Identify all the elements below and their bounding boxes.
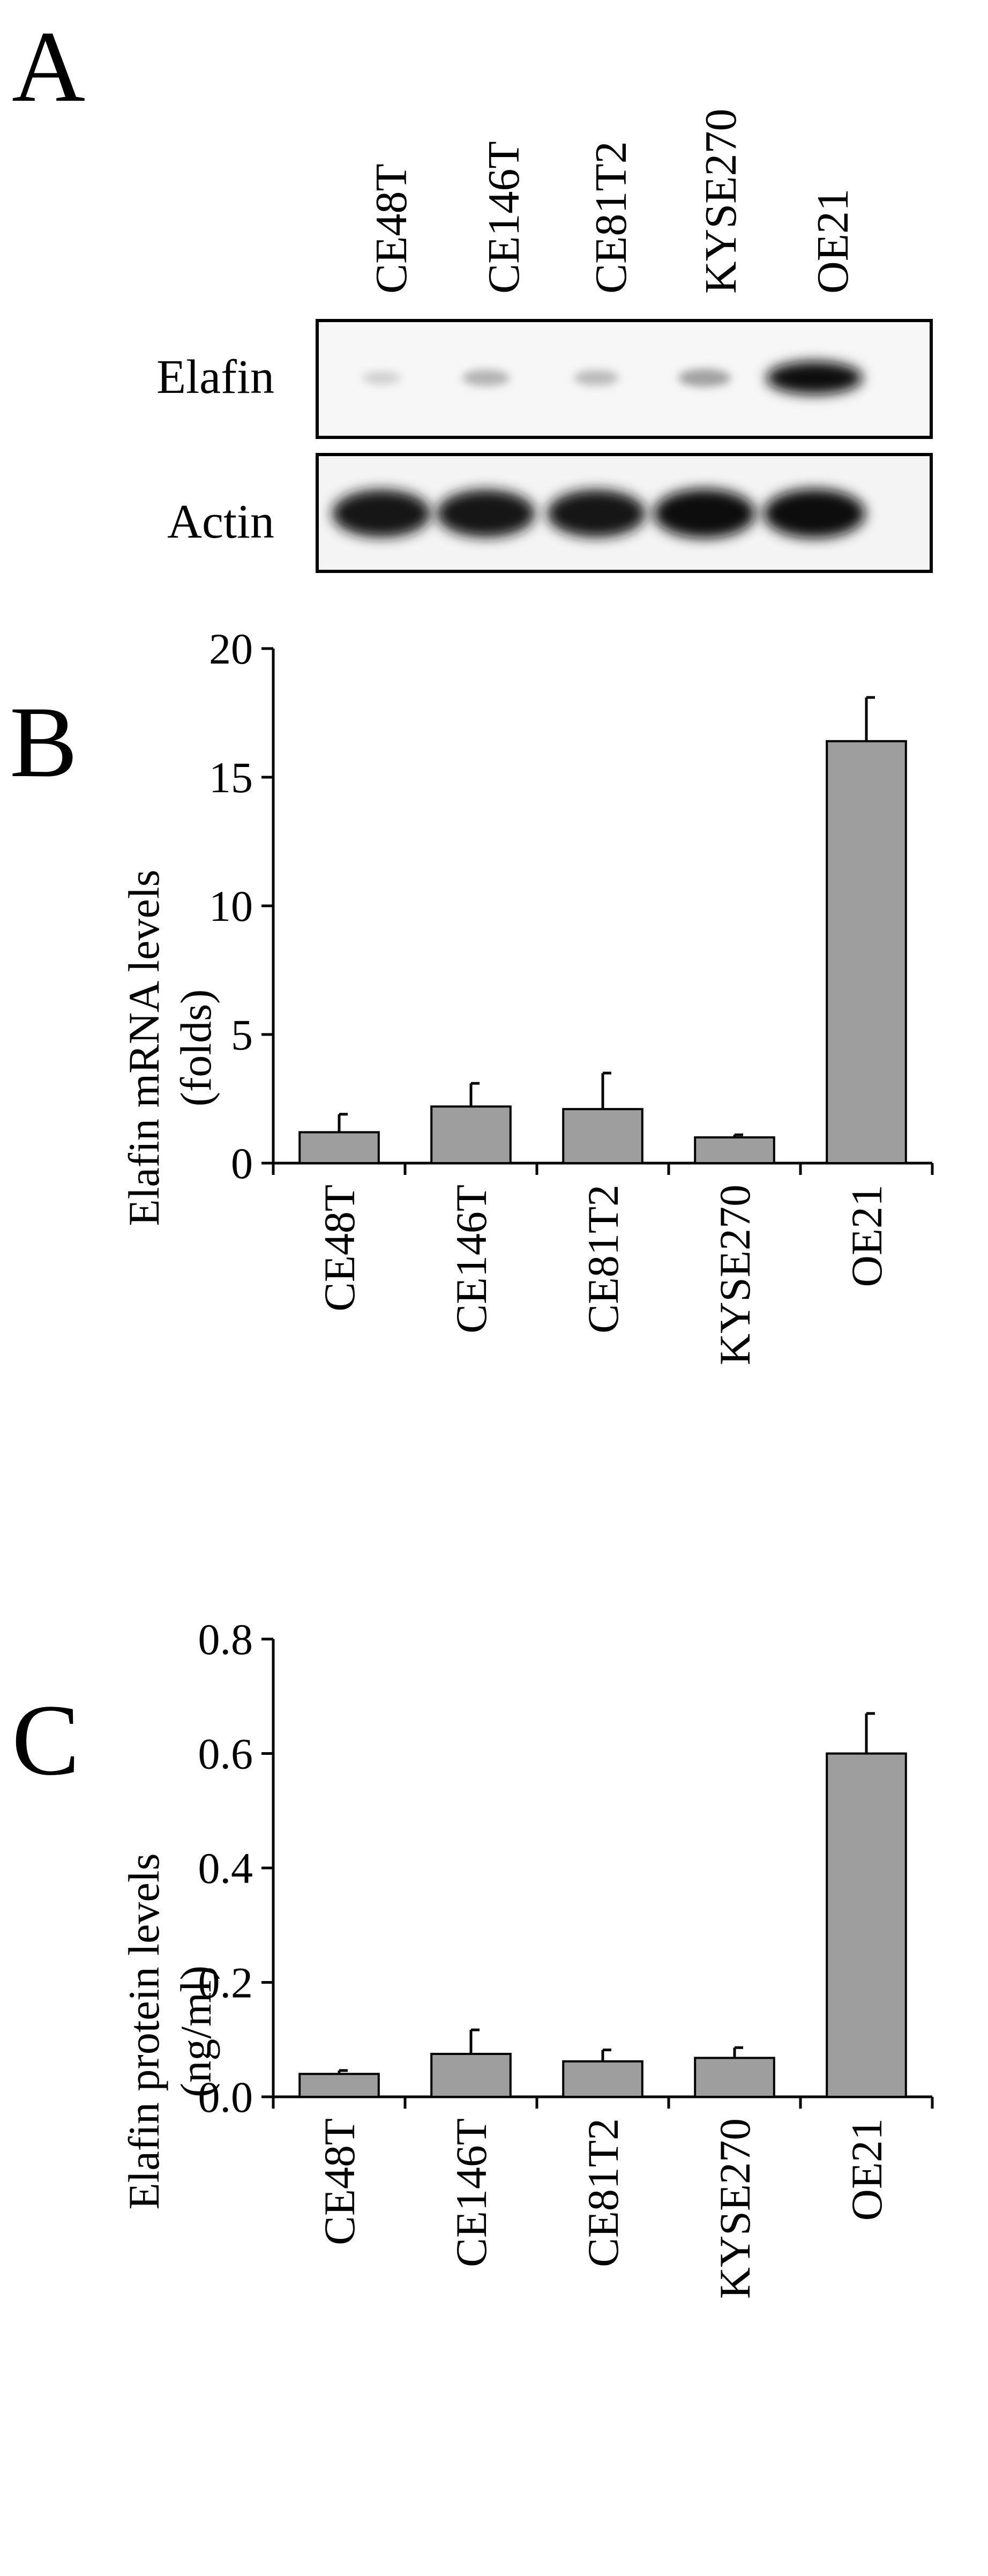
blot-band <box>547 489 646 538</box>
bar <box>430 2052 512 2098</box>
blot-band <box>437 489 535 538</box>
chart-b-plot: 0 5 10 15 20 CE48T CE146T CE81T2 KYSE270 OE21 <box>209 624 934 1365</box>
chart-c-ylabel-line-2: (ng/ml) <box>171 1965 220 2097</box>
chart-b-ylabel-line-2: (folds) <box>171 989 220 1107</box>
blot-lane-labels: CE48T CE146T CE81T2 KYSE270 OE21 <box>366 109 858 294</box>
blot-band <box>654 489 755 538</box>
blot-row-label-elafin: Elafin <box>156 351 274 404</box>
panel-c-letter: C <box>12 1684 80 1797</box>
x-tick-label: CE146T <box>447 1185 496 1334</box>
lane-label-4: KYSE270 <box>696 109 746 294</box>
bands-elafin <box>362 361 863 394</box>
y-tick-label: 15 <box>209 753 253 802</box>
y-tick-label: 0.0 <box>198 2073 253 2121</box>
x-tick-label: CE81T2 <box>579 2118 627 2267</box>
x-tick-label: CE146T <box>447 2118 496 2267</box>
y-tick-label: 0 <box>231 1139 253 1188</box>
lane-label-1: CE48T <box>366 163 416 294</box>
panel-a-letter: A <box>12 11 85 123</box>
blot-band <box>766 361 863 394</box>
blot-band <box>332 489 431 538</box>
blot-row-label-actin: Actin <box>167 495 274 548</box>
bands-actin <box>332 489 865 538</box>
lane-label-5: OE21 <box>808 189 858 294</box>
x-tick-label: OE21 <box>842 2118 891 2221</box>
bar <box>562 1108 643 1164</box>
chart-b-ylabel-line-1: Elafin mRNA levels <box>119 869 168 1226</box>
blot-band <box>573 370 619 386</box>
bar <box>694 2057 775 2098</box>
bar <box>298 2073 380 2098</box>
panel-c-protein-chart: C Elafin protein levels (ng/ml) 0.00.20.… <box>12 1615 934 2299</box>
panel-b-letter: B <box>10 686 78 799</box>
blot-band <box>764 489 865 538</box>
y-tick-label: 0.6 <box>198 1730 253 1778</box>
blot-band <box>362 371 401 385</box>
lane-label-3: CE81T2 <box>586 141 636 294</box>
panel-b-mrna-chart: B Elafin mRNA levels (folds) 0 5 10 15 20 CE4… <box>10 624 934 1365</box>
x-tick-label: OE21 <box>842 1185 891 1287</box>
bar <box>430 1105 512 1164</box>
blot-band <box>462 369 510 386</box>
x-tick-label: KYSE270 <box>710 1185 759 1365</box>
chart-c-plot: 0.0 0.2 0.4 0.6 0.8 CE48T CE146T CE81T2 KYSE270 O… <box>198 1615 934 2299</box>
y-tick-label: 5 <box>231 1010 253 1059</box>
y-tick-label: 0.4 <box>198 1844 253 1893</box>
blot-band <box>678 369 731 387</box>
y-tick-label: 0.8 <box>198 1615 253 1664</box>
bar <box>298 1131 380 1164</box>
y-tick-label: 10 <box>209 882 253 930</box>
bar <box>826 1752 907 2098</box>
x-tick-label: KYSE270 <box>710 2118 759 2299</box>
lane-label-2: CE146T <box>479 141 529 294</box>
bar <box>562 2060 643 2098</box>
y-tick-label: 0.2 <box>198 1959 253 2007</box>
y-tick-label: 20 <box>209 624 253 673</box>
x-tick-label: CE48T <box>315 2118 364 2245</box>
panel-a-western-blot: A CE48T CE146T CE81T2 KYSE270 OE21 Elafi… <box>12 11 933 573</box>
chart-c-ylabel-line-1: Elafin protein levels <box>119 1853 168 2210</box>
x-tick-label: CE48T <box>315 1185 364 1312</box>
bar <box>826 740 907 1165</box>
x-tick-label: CE81T2 <box>579 1185 627 1334</box>
bar <box>694 1136 775 1164</box>
